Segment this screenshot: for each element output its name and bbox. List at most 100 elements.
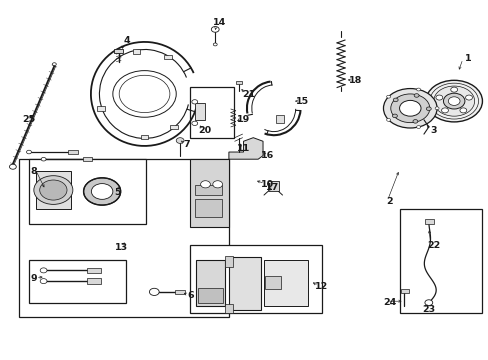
- Circle shape: [434, 107, 438, 110]
- Bar: [235, 81, 241, 84]
- Bar: [276, 116, 284, 123]
- Polygon shape: [189, 159, 228, 227]
- Bar: [198, 288, 222, 303]
- Circle shape: [443, 93, 464, 109]
- Bar: [224, 304, 232, 313]
- Bar: [195, 260, 224, 306]
- Text: 16: 16: [261, 151, 274, 160]
- Text: 4: 4: [123, 36, 129, 45]
- Circle shape: [390, 94, 429, 123]
- Bar: [114, 49, 123, 53]
- Circle shape: [425, 80, 482, 122]
- Circle shape: [200, 181, 210, 188]
- Text: 15: 15: [295, 97, 308, 106]
- Circle shape: [412, 120, 417, 123]
- Circle shape: [83, 178, 121, 205]
- Text: 9: 9: [30, 274, 37, 283]
- Circle shape: [91, 184, 113, 199]
- Circle shape: [416, 126, 420, 129]
- Text: 3: 3: [429, 126, 436, 135]
- Text: 17: 17: [265, 183, 279, 192]
- Circle shape: [441, 108, 447, 113]
- Circle shape: [392, 98, 397, 102]
- Bar: [424, 220, 433, 224]
- Bar: [189, 87, 233, 138]
- Circle shape: [426, 107, 430, 111]
- Bar: [194, 185, 221, 195]
- Circle shape: [416, 88, 420, 91]
- Text: 20: 20: [198, 126, 211, 135]
- Bar: [264, 276, 280, 289]
- Bar: [163, 54, 171, 59]
- Bar: [399, 210, 482, 314]
- Text: 12: 12: [314, 282, 327, 291]
- Text: 21: 21: [241, 90, 255, 99]
- Text: 2: 2: [386, 197, 392, 206]
- Text: 18: 18: [348, 76, 362, 85]
- Bar: [29, 260, 126, 303]
- Circle shape: [34, 176, 73, 204]
- Bar: [97, 107, 105, 111]
- Circle shape: [386, 95, 390, 98]
- Text: 7: 7: [183, 140, 190, 149]
- Bar: [400, 289, 408, 293]
- Circle shape: [41, 157, 46, 161]
- Bar: [36, 171, 71, 210]
- Circle shape: [40, 180, 67, 200]
- Bar: [189, 245, 321, 314]
- Bar: [267, 181, 278, 192]
- Bar: [175, 290, 184, 294]
- Bar: [132, 49, 140, 54]
- Circle shape: [40, 268, 47, 273]
- Circle shape: [435, 95, 442, 100]
- Circle shape: [459, 108, 466, 113]
- Circle shape: [9, 164, 16, 169]
- Bar: [194, 103, 204, 120]
- Text: 14: 14: [212, 18, 225, 27]
- Text: 1: 1: [464, 54, 470, 63]
- Bar: [29, 159, 146, 224]
- Bar: [87, 278, 101, 284]
- Circle shape: [465, 95, 471, 100]
- Text: 11: 11: [236, 144, 250, 153]
- Circle shape: [191, 121, 197, 126]
- Circle shape: [149, 288, 159, 296]
- Bar: [170, 125, 178, 129]
- Circle shape: [191, 100, 197, 104]
- Text: 23: 23: [422, 305, 434, 314]
- Text: 25: 25: [22, 115, 36, 124]
- Circle shape: [113, 71, 176, 117]
- Circle shape: [399, 100, 420, 116]
- Text: 13: 13: [115, 243, 128, 252]
- Circle shape: [386, 118, 390, 121]
- Bar: [228, 257, 260, 310]
- Circle shape: [450, 87, 457, 92]
- Polygon shape: [228, 138, 263, 159]
- Text: 10: 10: [261, 180, 274, 189]
- Circle shape: [383, 89, 436, 128]
- Circle shape: [52, 63, 56, 66]
- Circle shape: [392, 114, 397, 118]
- Circle shape: [26, 150, 31, 154]
- Text: 5: 5: [114, 188, 121, 197]
- Text: 19: 19: [236, 115, 250, 124]
- Bar: [224, 256, 232, 267]
- Bar: [68, 150, 78, 154]
- Bar: [82, 157, 92, 161]
- Text: 8: 8: [30, 167, 37, 176]
- Text: 22: 22: [426, 241, 439, 250]
- Circle shape: [213, 43, 217, 46]
- Bar: [141, 135, 148, 139]
- Bar: [87, 267, 101, 273]
- Text: 6: 6: [187, 291, 194, 300]
- Circle shape: [211, 27, 219, 32]
- Bar: [194, 199, 221, 217]
- Circle shape: [212, 181, 222, 188]
- Circle shape: [176, 138, 183, 143]
- Circle shape: [40, 279, 47, 284]
- Text: 24: 24: [383, 298, 396, 307]
- Bar: [19, 159, 228, 317]
- Circle shape: [424, 300, 432, 306]
- Bar: [264, 260, 307, 306]
- Circle shape: [413, 94, 418, 97]
